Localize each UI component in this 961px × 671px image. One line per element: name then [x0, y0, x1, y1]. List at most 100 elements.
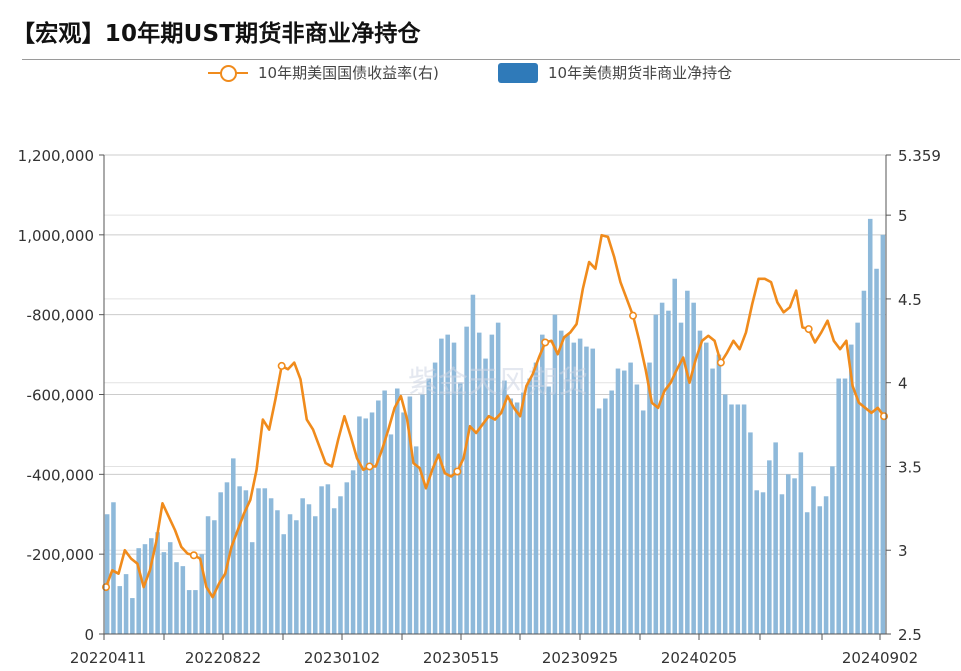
- bar: [704, 342, 709, 634]
- bar: [180, 566, 186, 634]
- bar: [659, 302, 665, 634]
- x-axis-tick-label: 20230102: [304, 649, 380, 667]
- bar: [521, 392, 526, 634]
- legend-label-position: 10年美债期货非商业净持仓: [548, 64, 733, 82]
- bar: [268, 498, 274, 634]
- bar: [622, 370, 627, 634]
- x-axis-tick-label: 20220411: [70, 649, 146, 667]
- bar: [628, 362, 633, 634]
- bar: [451, 342, 457, 634]
- bar: [729, 404, 734, 634]
- bar: [792, 478, 797, 634]
- left-axis-tick-label: -200,000: [27, 546, 94, 564]
- bar: [861, 290, 867, 634]
- bar: [874, 268, 879, 634]
- bar-series: [104, 218, 886, 635]
- bar: [357, 416, 362, 634]
- legend-item-position[interactable]: 10年美债期货非商业净持仓: [498, 62, 732, 83]
- bar: [344, 482, 350, 634]
- bar: [136, 548, 141, 634]
- bar: [767, 460, 772, 634]
- bar: [842, 378, 848, 634]
- bar: [502, 380, 507, 634]
- bar: [722, 394, 728, 634]
- bar: [678, 322, 684, 634]
- bar: [426, 378, 432, 634]
- bar: [647, 362, 652, 634]
- bar: [167, 542, 173, 634]
- line-point: [189, 551, 198, 560]
- title-divider: [22, 59, 960, 60]
- bar: [111, 502, 116, 634]
- bar: [287, 514, 293, 634]
- legend-item-yield[interactable]: 10年期美国国债收益率(右): [208, 62, 439, 83]
- right-axis-tick-label: 5.359: [898, 147, 941, 165]
- bar: [142, 544, 148, 634]
- bar: [867, 218, 873, 634]
- bar: [281, 534, 286, 634]
- bar: [540, 334, 545, 635]
- bar: [811, 486, 816, 634]
- left-axis-tick-label: -800,000: [27, 307, 94, 325]
- bar: [407, 396, 413, 634]
- bar: [609, 390, 614, 634]
- bar: [798, 452, 804, 634]
- bar: [855, 322, 860, 634]
- bar: [313, 516, 318, 634]
- bar: [237, 486, 242, 634]
- bar: [653, 314, 659, 634]
- bar: [193, 590, 198, 634]
- bar: [697, 330, 703, 634]
- bar: [666, 310, 671, 634]
- bar: [376, 400, 381, 634]
- left-axis-tick-label: -400,000: [27, 466, 94, 484]
- bar: [275, 510, 280, 634]
- bar: [691, 302, 696, 634]
- bar: [155, 532, 160, 634]
- bar: [300, 498, 305, 634]
- bar: [672, 278, 677, 634]
- bar: [432, 362, 438, 634]
- bar: [439, 338, 444, 634]
- bar: [231, 458, 236, 634]
- legend-label-yield: 10年期美国国债收益率(右): [258, 64, 439, 82]
- bar: [445, 334, 450, 635]
- bar: [394, 388, 400, 634]
- bar: [558, 330, 564, 634]
- bar: [420, 394, 425, 634]
- bar: [785, 474, 791, 634]
- bar: [514, 402, 520, 634]
- bar: [748, 432, 753, 634]
- line-point: [804, 325, 813, 334]
- bar: [470, 294, 476, 634]
- bar: [130, 598, 135, 634]
- left-axis-tick-label: 1,200,000: [18, 147, 94, 165]
- bar: [849, 344, 854, 634]
- legend-line-marker-icon: [208, 63, 248, 83]
- watermark: 紫金天风期货: [408, 365, 588, 400]
- bar: [483, 358, 488, 634]
- line-point: [365, 462, 374, 471]
- yield-line: [104, 233, 886, 599]
- right-axis-tick-label: 4.5: [898, 291, 922, 309]
- bar: [123, 574, 129, 635]
- chart-title: 【宏观】10年期UST期货非商业净持仓: [12, 21, 421, 47]
- bar: [186, 590, 192, 634]
- bar: [710, 368, 715, 634]
- right-axis-tick-label: 4: [898, 375, 908, 393]
- line-point: [541, 338, 550, 347]
- bar: [243, 490, 249, 634]
- bar: [212, 520, 217, 634]
- left-axis-tick-label: 0: [84, 626, 94, 644]
- bar: [306, 504, 312, 634]
- bar: [199, 554, 205, 634]
- bar: [760, 492, 766, 634]
- bar: [527, 378, 532, 634]
- right-axis-tick-label: 3.5: [898, 458, 922, 476]
- legend-bar-swatch-icon: [498, 62, 538, 83]
- bar: [577, 338, 583, 634]
- x-axis-tick-label: 20240205: [661, 649, 737, 667]
- bar: [476, 332, 482, 634]
- bar: [338, 496, 343, 634]
